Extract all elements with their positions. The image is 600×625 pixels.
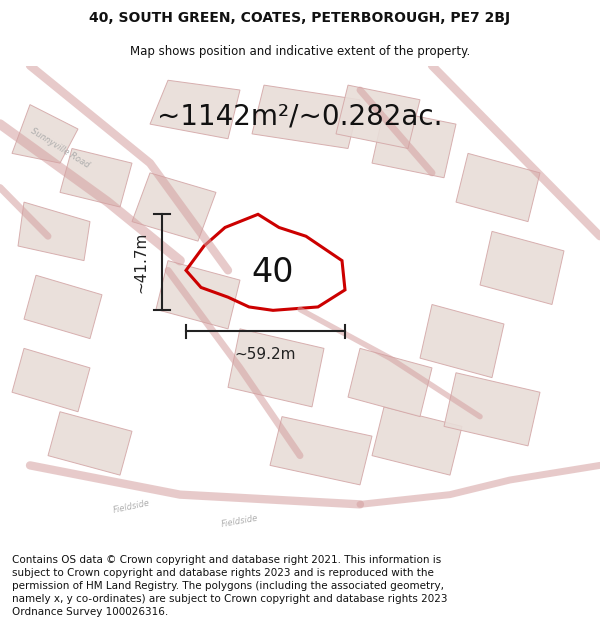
Polygon shape	[456, 153, 540, 222]
Text: Sunnyville Road: Sunnyville Road	[29, 127, 91, 170]
Polygon shape	[48, 412, 132, 475]
Polygon shape	[60, 149, 132, 207]
Text: 40: 40	[252, 256, 294, 289]
Polygon shape	[420, 304, 504, 378]
Polygon shape	[24, 275, 102, 339]
Text: Fieldside: Fieldside	[221, 514, 259, 529]
Text: Fieldside: Fieldside	[113, 499, 151, 515]
Polygon shape	[372, 407, 462, 475]
Polygon shape	[252, 85, 360, 149]
Polygon shape	[12, 348, 90, 412]
Polygon shape	[336, 85, 420, 149]
Polygon shape	[480, 231, 564, 304]
Text: ~59.2m: ~59.2m	[235, 347, 296, 362]
Polygon shape	[150, 80, 240, 139]
Text: Map shows position and indicative extent of the property.: Map shows position and indicative extent…	[130, 45, 470, 58]
Polygon shape	[18, 202, 90, 261]
Polygon shape	[444, 372, 540, 446]
Text: 40, SOUTH GREEN, COATES, PETERBOROUGH, PE7 2BJ: 40, SOUTH GREEN, COATES, PETERBOROUGH, P…	[89, 11, 511, 26]
Polygon shape	[12, 104, 78, 163]
Polygon shape	[270, 417, 372, 485]
Polygon shape	[156, 261, 240, 329]
Polygon shape	[228, 329, 324, 407]
Polygon shape	[348, 348, 432, 417]
Polygon shape	[132, 173, 216, 241]
Text: Contains OS data © Crown copyright and database right 2021. This information is
: Contains OS data © Crown copyright and d…	[12, 554, 448, 618]
Text: ~1142m²/~0.282ac.: ~1142m²/~0.282ac.	[157, 102, 443, 131]
Polygon shape	[372, 109, 456, 178]
Text: ~41.7m: ~41.7m	[134, 232, 149, 293]
